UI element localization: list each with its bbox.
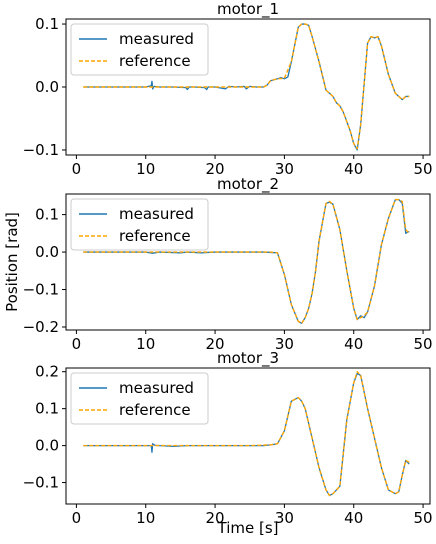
subplot-title: motor_1 <box>217 0 279 19</box>
series-reference-line <box>83 198 410 324</box>
x-tick-label: 20 <box>206 160 225 178</box>
x-tick-label: 50 <box>414 509 433 527</box>
series-reference-line <box>83 23 410 150</box>
x-tick-label: 20 <box>206 335 225 353</box>
x-tick-label: 0 <box>72 509 82 527</box>
x-tick-label: 30 <box>275 160 294 178</box>
x-tick-label: 50 <box>414 160 433 178</box>
figure-y-axis-label: Position [rad] <box>3 212 21 312</box>
subplot-motor-1: motor_1 0 10 20 30 40 50 −0.1 0.0 0.1 measured refe… <box>23 0 433 178</box>
legend-box <box>70 372 209 425</box>
axes-frame <box>65 193 431 331</box>
y-tick-label: 0.0 <box>35 243 59 261</box>
y-tick-label: −0.1 <box>23 474 59 492</box>
subplot-title: motor_3 <box>217 349 279 368</box>
legend-reference-label: reference <box>119 227 191 245</box>
y-tick-label: 0.0 <box>35 78 59 96</box>
x-tick-label: 20 <box>206 509 225 527</box>
subplot-title: motor_2 <box>217 175 279 194</box>
x-tick-label: 10 <box>136 160 155 178</box>
legend-measured-label: measured <box>119 30 194 48</box>
y-tick-label: 0.1 <box>35 400 59 418</box>
y-tick-label: 0.1 <box>35 206 59 224</box>
axes-frame <box>65 367 431 505</box>
legend-measured-label: measured <box>119 379 194 397</box>
subplot-motor-3: motor_3 0 10 20 30 40 50 −0.1 0.0 0.1 0.2 measured r… <box>23 349 433 527</box>
x-tick-label: 10 <box>136 509 155 527</box>
y-tick-label: 0.2 <box>35 363 59 381</box>
x-tick-label: 30 <box>275 335 294 353</box>
y-tick-label: −0.1 <box>23 141 59 159</box>
legend: measured reference <box>70 198 209 251</box>
legend: measured reference <box>70 372 209 425</box>
plot-lines <box>83 198 410 324</box>
legend-box <box>70 23 209 76</box>
y-tick-label: 0.1 <box>35 15 59 33</box>
x-tick-label: 40 <box>344 509 363 527</box>
x-tick-label: 30 <box>275 509 294 527</box>
y-tick-label: −0.2 <box>23 318 59 336</box>
y-tick-label: 0.0 <box>35 437 59 455</box>
legend-reference-label: reference <box>119 401 191 419</box>
x-tick-label: 50 <box>414 335 433 353</box>
x-tick-label: 40 <box>344 160 363 178</box>
legend-reference-label: reference <box>119 52 191 70</box>
y-tick-label: −0.1 <box>23 281 59 299</box>
x-tick-label: 0 <box>72 160 82 178</box>
plot-lines <box>83 23 410 151</box>
plot-lines <box>83 371 410 497</box>
legend-measured-label: measured <box>119 205 194 223</box>
legend-box <box>70 198 209 251</box>
series-reference-line <box>83 371 410 497</box>
x-tick-label: 40 <box>344 335 363 353</box>
figure-x-axis-label: Time [s] <box>217 519 279 537</box>
x-tick-label: 10 <box>136 335 155 353</box>
x-tick-label: 0 <box>72 335 82 353</box>
subplot-motor-2: motor_2 0 10 20 30 40 50 −0.2 −0.1 0.0 0.1 measured… <box>23 175 433 353</box>
legend: measured reference <box>70 23 209 76</box>
